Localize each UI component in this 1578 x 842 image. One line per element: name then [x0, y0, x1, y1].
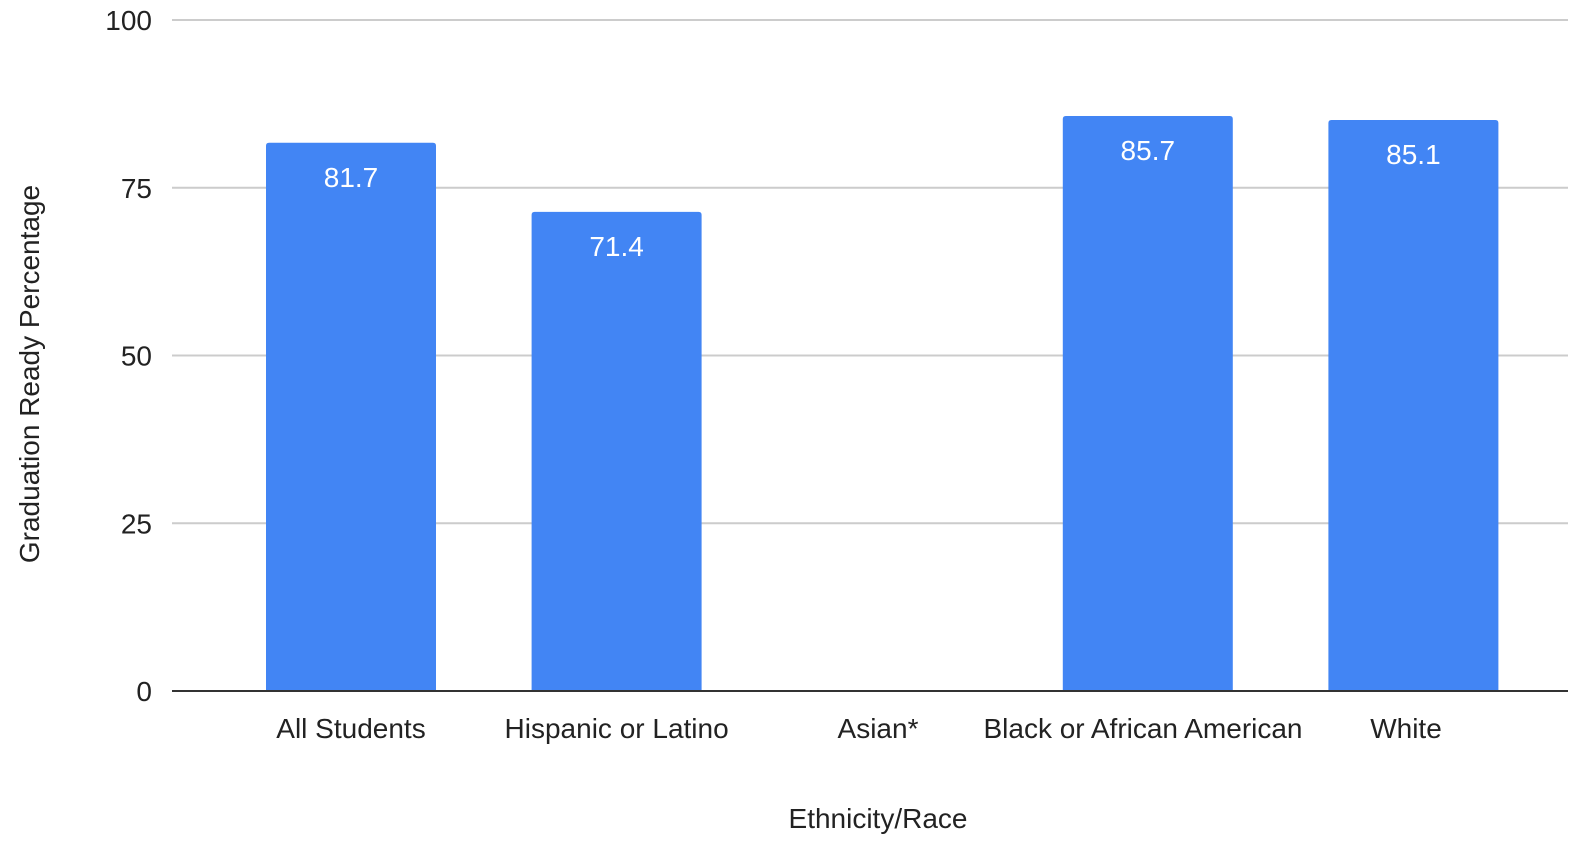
bar	[531, 211, 702, 691]
data-label: 81.7	[324, 162, 379, 193]
y-tick-labels: 0 25 50 75 100	[105, 5, 152, 707]
data-label: 85.1	[1386, 139, 1441, 170]
data-label: 85.7	[1121, 135, 1176, 166]
y-tick-label: 75	[121, 173, 152, 204]
y-tick-label: 100	[105, 5, 152, 36]
x-category-label: White	[1370, 713, 1442, 744]
y-tick-label: 25	[121, 508, 152, 539]
bar	[1062, 115, 1233, 691]
data-label: 71.4	[589, 231, 644, 262]
bars	[266, 115, 1499, 692]
x-category-label: Black or African American	[983, 713, 1302, 744]
x-category-label: Asian*	[838, 713, 919, 744]
y-tick-label: 50	[121, 341, 152, 372]
y-axis-title: Graduation Ready Percentage	[14, 185, 45, 563]
x-axis-title: Ethnicity/Race	[789, 803, 968, 834]
x-category-labels: All Students Hispanic or Latino Asian* Blac…	[276, 713, 1442, 744]
data-labels: 81.7 71.4 85.7 85.1	[324, 135, 1441, 262]
y-tick-label: 0	[136, 676, 152, 707]
bar	[1328, 119, 1499, 691]
x-category-label: All Students	[276, 713, 425, 744]
bar	[266, 142, 436, 692]
x-category-label: Hispanic or Latino	[505, 713, 729, 744]
